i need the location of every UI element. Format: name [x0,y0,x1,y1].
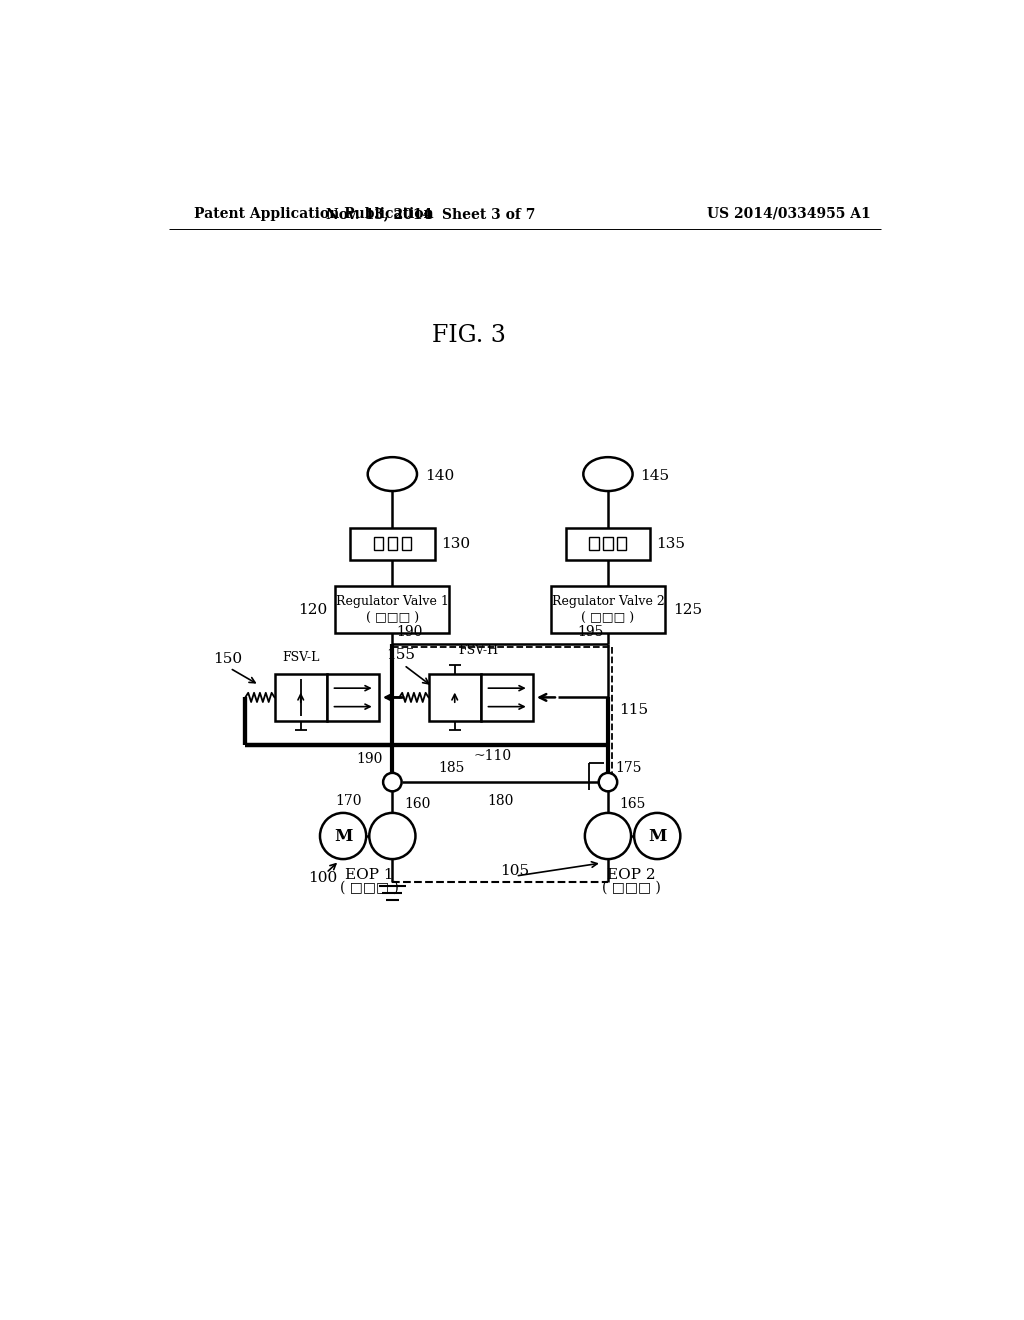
FancyBboxPatch shape [615,465,625,474]
Text: 155: 155 [386,648,415,663]
Text: 130: 130 [441,537,470,552]
FancyBboxPatch shape [615,475,625,483]
Text: 190: 190 [396,624,423,639]
FancyBboxPatch shape [274,675,327,721]
FancyBboxPatch shape [327,675,379,721]
Circle shape [599,774,617,792]
Text: 145: 145 [640,469,670,483]
FancyBboxPatch shape [551,586,665,634]
Circle shape [634,813,680,859]
Circle shape [370,813,416,859]
Text: 120: 120 [298,603,328,616]
Text: US 2014/0334955 A1: US 2014/0334955 A1 [707,207,870,220]
FancyBboxPatch shape [591,475,600,483]
Text: 160: 160 [403,797,430,812]
Text: 125: 125 [673,603,701,616]
Text: 175: 175 [615,762,642,775]
Text: M: M [648,828,667,845]
FancyBboxPatch shape [617,537,627,549]
FancyBboxPatch shape [350,528,435,560]
FancyBboxPatch shape [376,469,386,479]
Text: Patent Application Publication: Patent Application Publication [194,207,433,220]
FancyBboxPatch shape [603,537,612,549]
Circle shape [319,813,367,859]
FancyBboxPatch shape [565,528,650,560]
Text: 115: 115 [620,704,648,718]
Text: EOP 1: EOP 1 [345,869,393,882]
FancyBboxPatch shape [591,465,600,474]
Circle shape [383,774,401,792]
FancyBboxPatch shape [401,537,411,549]
Text: ( □□□ ): ( □□□ ) [582,611,635,624]
Text: 190: 190 [356,752,383,766]
Text: 105: 105 [500,863,529,878]
Ellipse shape [368,457,417,491]
Text: FSV-H: FSV-H [459,644,499,657]
Text: ~110: ~110 [473,748,511,763]
FancyBboxPatch shape [398,469,410,479]
Text: FSV-L: FSV-L [282,651,319,664]
Text: M: M [334,828,352,845]
FancyBboxPatch shape [336,586,450,634]
Text: 165: 165 [620,797,646,812]
Text: ( □□□ ): ( □□□ ) [340,880,398,895]
Circle shape [585,813,631,859]
Text: 195: 195 [578,624,604,639]
Text: 100: 100 [308,871,338,886]
Ellipse shape [584,457,633,491]
Text: 140: 140 [425,469,454,483]
Text: Regulator Valve 2: Regulator Valve 2 [552,594,665,607]
Text: FIG. 3: FIG. 3 [432,323,506,347]
Text: 180: 180 [487,795,513,808]
FancyBboxPatch shape [374,537,383,549]
Text: 135: 135 [656,537,685,552]
Text: ( □□□ ): ( □□□ ) [602,880,660,895]
Text: Nov. 13, 2014  Sheet 3 of 7: Nov. 13, 2014 Sheet 3 of 7 [327,207,536,220]
Text: ( □□□ ): ( □□□ ) [366,611,419,624]
Text: 150: 150 [213,652,242,665]
FancyBboxPatch shape [590,537,599,549]
Text: Regulator Valve 1: Regulator Valve 1 [336,594,449,607]
Text: 170: 170 [335,793,361,808]
Text: EOP 2: EOP 2 [607,869,655,882]
FancyBboxPatch shape [481,675,534,721]
Text: 185: 185 [438,762,465,775]
FancyBboxPatch shape [388,537,397,549]
FancyBboxPatch shape [429,675,481,721]
